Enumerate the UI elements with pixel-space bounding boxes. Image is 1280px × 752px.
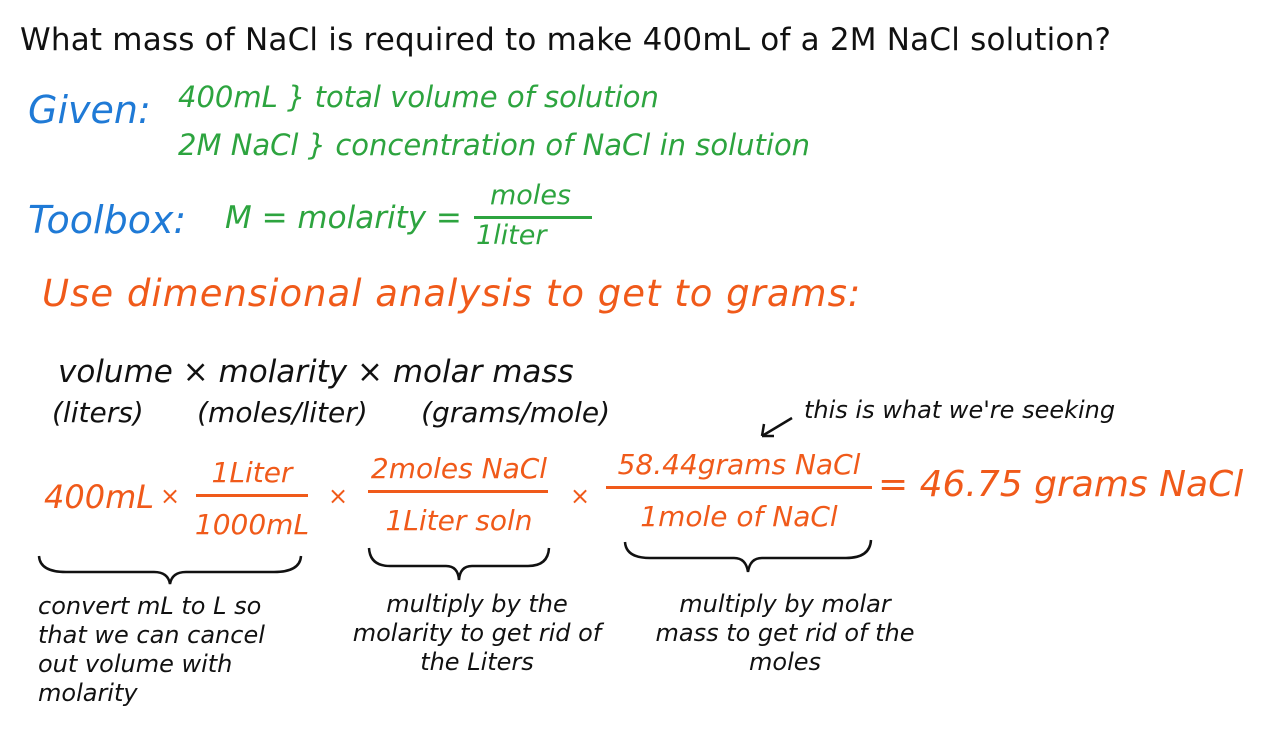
formula-units: (liters) (moles/liter) (grams/mole): [52, 396, 611, 429]
multiply-sign: ×: [160, 482, 181, 510]
note-convert-volume: convert mL to L so that we can cancel ou…: [38, 592, 265, 707]
given-item-concentration: 2M NaCl } concentration of NaCl in solut…: [178, 128, 811, 162]
molarity-denominator: 1liter: [476, 220, 547, 251]
note-molarity: multiply by the molarity to get rid of t…: [352, 590, 602, 676]
molarity-numerator: moles: [490, 180, 571, 211]
start-value: 400mL: [44, 478, 155, 516]
given-label: Given:: [28, 88, 151, 132]
question-text: What mass of NaCl is required to make 40…: [20, 22, 1112, 58]
brace-icon: [623, 539, 873, 573]
method-heading: Use dimensional analysis to get to grams…: [42, 272, 862, 315]
arrow-icon: [760, 416, 793, 438]
result-value: = 46.75 grams NaCl: [878, 464, 1244, 505]
factor3-denominator: 1mole of NaCl: [640, 500, 838, 533]
multiply-sign: ×: [328, 482, 349, 510]
brace-icon: [367, 547, 551, 581]
toolbox-label: Toolbox:: [28, 198, 187, 242]
factor2-denominator: 1Liter soln: [385, 504, 533, 537]
molarity-formula: M = molarity =: [225, 200, 462, 236]
note-molar-mass: multiply by molar mass to get rid of the…: [655, 590, 915, 676]
factor3-bar: [606, 486, 872, 489]
factor2-bar: [368, 490, 548, 493]
factor3-numerator: 58.44grams NaCl: [617, 448, 861, 481]
brace-icon: [37, 555, 303, 585]
multiply-sign: ×: [570, 482, 591, 510]
factor1-denominator: 1000mL: [194, 508, 310, 541]
given-item-volume: 400mL } total volume of solution: [178, 80, 659, 114]
factor1-numerator: 1Liter: [211, 456, 293, 489]
molarity-fraction-bar: [474, 216, 592, 219]
formula-line: volume × molarity × molar mass: [58, 354, 574, 390]
factor1-bar: [196, 494, 308, 497]
factor2-numerator: 2moles NaCl: [370, 452, 548, 485]
seeking-note: this is what we're seeking: [804, 396, 1116, 424]
